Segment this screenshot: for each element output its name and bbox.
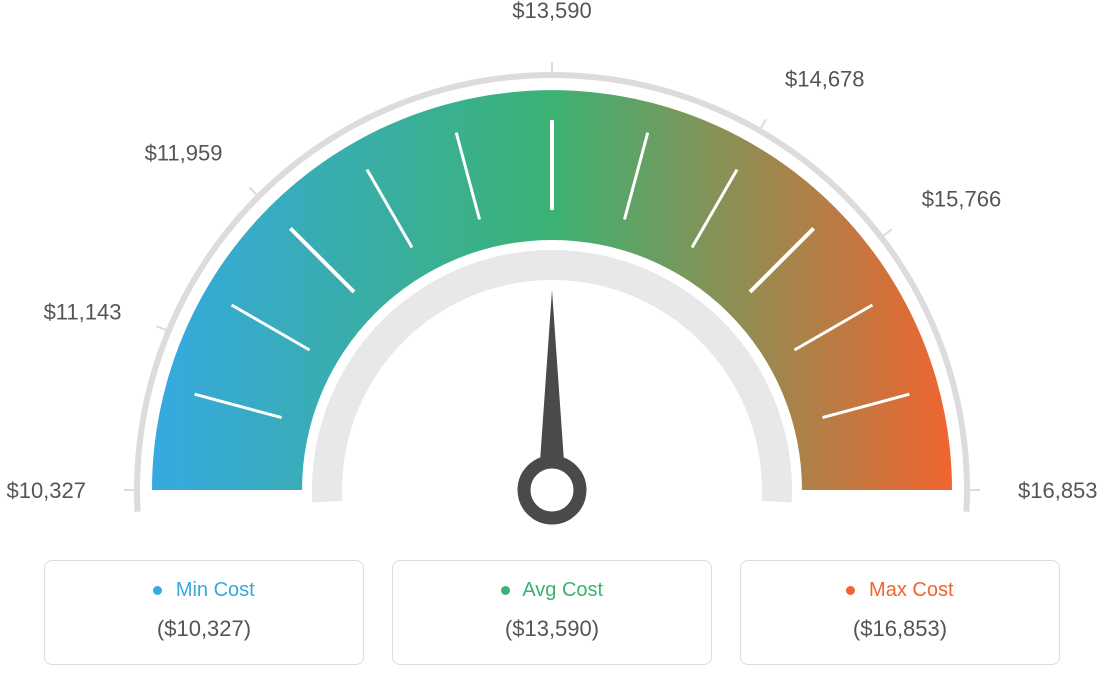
legend-label-min: Min Cost xyxy=(176,579,255,601)
legend-dot-avg xyxy=(501,586,510,595)
legend-dot-max xyxy=(846,586,855,595)
legend-card-min: Min Cost ($10,327) xyxy=(44,560,364,665)
gauge-tick-label-1: $11,143 xyxy=(44,300,122,325)
gauge-chart: $10,327 $11,143 $11,959 $13,590 $14,678 $15,7… xyxy=(0,0,1104,540)
legend-title-min: Min Cost xyxy=(45,579,363,602)
gauge-tick-label-0: $10,327 xyxy=(6,478,86,503)
legend-value-avg: ($13,590) xyxy=(393,616,711,642)
legend-row: Min Cost ($10,327) Avg Cost ($13,590) Ma… xyxy=(0,560,1104,665)
legend-card-max: Max Cost ($16,853) xyxy=(740,560,1060,665)
gauge-tick-label-5: $15,766 xyxy=(922,186,1002,211)
gauge-tick-label-6: $16,853 xyxy=(1018,478,1098,503)
gauge-tick-label-3: $13,590 xyxy=(512,0,592,23)
legend-dot-min xyxy=(153,586,162,595)
legend-card-avg: Avg Cost ($13,590) xyxy=(392,560,712,665)
legend-label-avg: Avg Cost xyxy=(522,579,603,601)
legend-value-min: ($10,327) xyxy=(45,616,363,642)
gauge-tick-label-2: $11,959 xyxy=(145,140,223,165)
legend-title-avg: Avg Cost xyxy=(393,579,711,602)
legend-value-max: ($16,853) xyxy=(741,616,1059,642)
legend-label-max: Max Cost xyxy=(869,579,953,601)
gauge-svg: $10,327 $11,143 $11,959 $13,590 $14,678 $15,7… xyxy=(0,0,1104,540)
gauge-tick-label-4: $14,678 xyxy=(785,66,865,91)
legend-title-max: Max Cost xyxy=(741,579,1059,602)
